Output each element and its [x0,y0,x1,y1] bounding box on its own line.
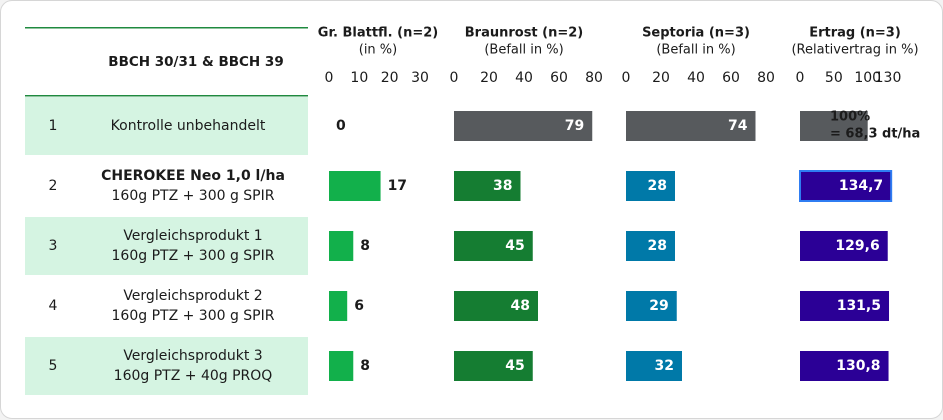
data-label: 17 [388,178,407,194]
data-label: 130,8 [836,358,880,374]
row-detail: 160g PTZ + 300 g SPIR [112,308,275,324]
data-label: 8 [360,358,370,374]
bar [329,291,348,321]
row-header: BBCH 30/31 & BBCH 39 [108,54,283,70]
row-highlight [25,217,308,275]
row-detail: 160g PTZ + 40g PROQ [114,368,273,384]
row-number: 3 [49,238,58,254]
axis-tick-label: 30 [411,70,429,86]
control-label: = 68,3 dt/ha [830,127,920,142]
row-highlight [25,97,308,155]
data-label: 29 [649,298,668,314]
axis-tick-label: 20 [381,70,399,86]
axis-tick-label: 60 [722,70,740,86]
axis-tick-label: 100 [854,70,881,86]
axis-tick-label: 50 [825,70,843,86]
data-label: 45 [505,238,524,254]
panel-subtitle: (Befall in %) [484,43,563,58]
axis-tick-label: 20 [480,70,498,86]
data-label: 74 [728,118,748,134]
panel-title: Gr. Blattfl. (n=2) [318,26,438,41]
bar [800,231,888,261]
row-name: Vergleichsprodukt 1 [123,228,262,244]
panel-subtitle: (Befall in %) [656,43,735,58]
bar [626,351,682,381]
data-label: 8 [360,238,370,254]
bar [329,351,354,381]
header-top-rule [25,27,308,29]
axis-tick-label: 0 [622,70,631,86]
data-label: 79 [565,118,584,134]
axis-tick-label: 40 [687,70,705,86]
bar [454,351,533,381]
data-label: 129,6 [835,238,879,254]
row-name: Kontrolle unbehandelt [111,118,266,134]
panel-title: Ertrag (n=3) [809,26,901,41]
header-bottom-rule [25,95,308,97]
axis-tick-label: 80 [757,70,775,86]
data-label: 38 [493,178,512,194]
panel-subtitle: (Relativertrag in %) [791,43,918,58]
bar [454,171,521,201]
bar [329,171,381,201]
bar [800,111,868,141]
bar [626,171,675,201]
row-name: CHEROKEE Neo 1,0 l/ha [101,168,285,184]
axis-tick-label: 0 [450,70,459,86]
data-label: 28 [648,238,667,254]
row-detail: 160g PTZ + 300 g SPIR [112,188,275,204]
row-number: 2 [49,178,58,194]
data-label: 0 [336,118,346,134]
row-number: 1 [49,118,58,134]
bar [626,291,677,321]
bar [799,170,893,202]
row-number: 4 [49,298,58,314]
axis-tick-label: 40 [515,70,533,86]
bar [800,351,889,381]
panel-title: Braunrost (n=2) [465,26,584,41]
bar [626,231,675,261]
axis-tick-label: 0 [325,70,334,86]
axis-tick-label: 60 [550,70,568,86]
data-label: 131,5 [837,298,881,314]
bar [454,291,538,321]
data-label: 48 [511,298,530,314]
row-name: Vergleichsprodukt 2 [123,288,262,304]
bar [800,291,890,321]
axis-tick-label: 80 [585,70,603,86]
data-label: 6 [354,298,364,314]
row-highlight [25,337,308,395]
axis-tick-label: 20 [652,70,670,86]
data-label: 45 [505,358,524,374]
bar [454,231,533,261]
row-name: Vergleichsprodukt 3 [123,348,262,364]
control-label: 100% [830,110,870,125]
axis-tick-label: 10 [350,70,368,86]
panel-subtitle: (in %) [359,43,397,58]
row-number: 5 [49,358,58,374]
data-label: 28 [648,178,667,194]
bar [329,231,354,261]
bar [454,111,593,141]
data-label: 32 [655,358,674,374]
panel-title: Septoria (n=3) [642,26,750,41]
data-label: 134,7 [839,178,883,194]
bar [626,111,756,141]
axis-tick-label: 0 [796,70,805,86]
axis-tick-label: 130 [875,70,902,86]
row-detail: 160g PTZ + 300 g SPIR [112,248,275,264]
